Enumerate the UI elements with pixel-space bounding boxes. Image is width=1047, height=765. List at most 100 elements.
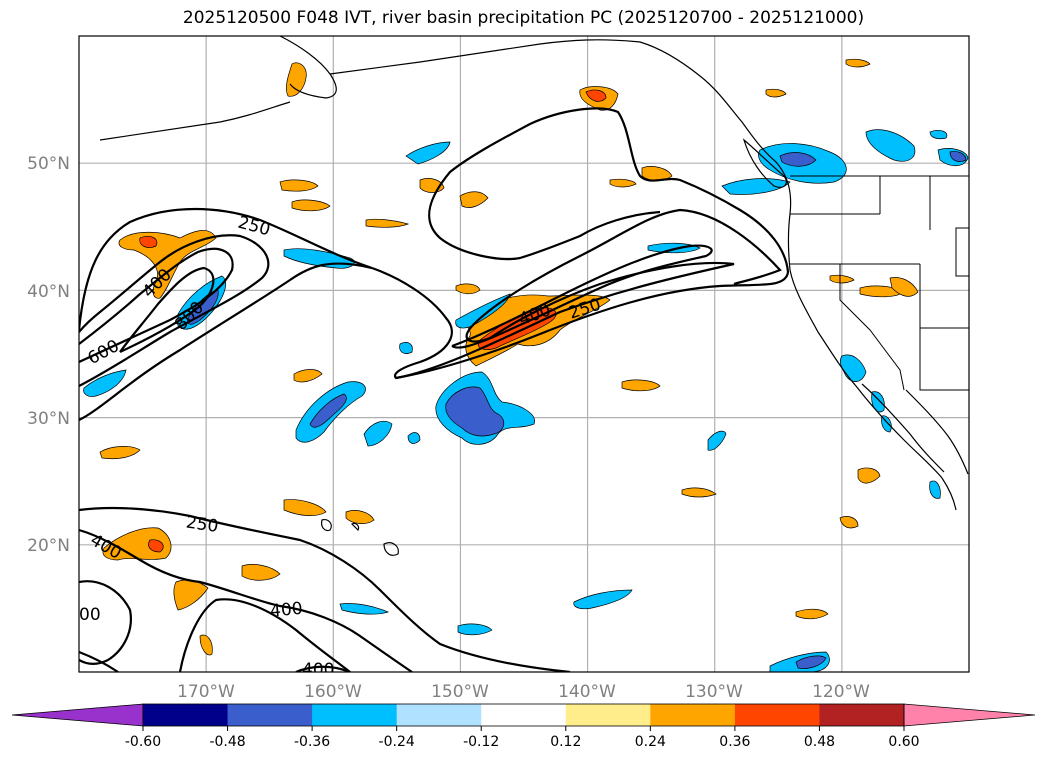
state-border (790, 176, 969, 391)
ivt-contour-250 (79, 506, 571, 672)
colorbar-tick-label: -0.48 (209, 734, 245, 750)
lon-label-120w: 120°W (812, 682, 870, 702)
precip-negative-area (949, 151, 967, 162)
baja-peninsula (861, 383, 945, 473)
map-frame (78, 35, 970, 673)
precip-negative-area (339, 603, 389, 615)
page-title: 2025120500 F048 IVT, river basin precipi… (182, 8, 865, 28)
mexico-mainland-coast (905, 389, 969, 475)
colorbar-frame (142, 703, 905, 727)
lat-label-20n: 20°N (27, 536, 70, 556)
precip-positive-area (102, 527, 172, 561)
precip-negative-area (779, 152, 817, 167)
precip-negative-area (929, 480, 941, 499)
colorbar-segment (396, 704, 482, 726)
lon-label-150w: 150°W (431, 682, 489, 702)
longitude-labels: 170°W 160°W 150°W 140°W 130°W 120°W (177, 682, 870, 702)
precip-negative-area (457, 623, 493, 636)
precip-positive-area (681, 487, 717, 498)
precip-negative-area (865, 129, 916, 162)
aleutian-islands (99, 101, 291, 141)
colorbar-tick-label: -0.24 (379, 734, 415, 750)
colorbar-segment (143, 704, 229, 726)
precip-positive-area (199, 634, 213, 656)
ivt-contour-250 (79, 207, 373, 421)
colorbar-segment (227, 704, 313, 726)
country-state-borders (790, 175, 969, 391)
colorbar-tick-label: 0.12 (550, 734, 581, 750)
precip-negative-area (309, 393, 347, 428)
colorbar-tick-label: -0.12 (463, 734, 499, 750)
colorbar-extend-low (11, 703, 144, 727)
latitude-labels: 50°N 40°N 30°N 20°N (27, 154, 70, 556)
precip-negative-area (399, 342, 413, 354)
precip-positive-area (459, 191, 489, 208)
contour-label: 400 (302, 660, 334, 680)
precip-positive-area (283, 499, 327, 516)
precip-positive-area (293, 369, 323, 383)
ivt-contour-400 (79, 234, 270, 387)
colorbar-tick-label: 0.48 (804, 734, 835, 750)
precip-positive-area (839, 516, 859, 529)
colorbar-segment (565, 704, 651, 726)
precip-positive-area (286, 62, 307, 97)
colorbar-segment (819, 704, 905, 726)
precip-negative-area (455, 293, 511, 329)
colorbar-segment (481, 704, 567, 726)
colorbar-segment (312, 704, 398, 726)
precip-positive-area (845, 58, 871, 68)
precip-negative-area (573, 589, 633, 610)
state-border (929, 176, 969, 277)
colorbar-segment (734, 704, 820, 726)
ivt-contour-250 (371, 208, 782, 380)
lon-label-140w: 140°W (558, 682, 616, 702)
ivt-contour-400 (178, 598, 351, 672)
lat-label-30n: 30°N (27, 409, 70, 429)
precip-positive-area (829, 274, 855, 284)
lat-label-50n: 50°N (27, 154, 70, 174)
precip-positive-area (585, 89, 607, 102)
precip-negative-area (405, 141, 451, 165)
ivt-contour-400 (79, 650, 119, 672)
precip-positive-area (365, 218, 410, 228)
ivt-contour-400 (79, 528, 413, 672)
precip-positive-area (621, 379, 661, 392)
lon-label-160w: 160°W (304, 682, 362, 702)
colorbar-tick-label: 0.60 (888, 734, 919, 750)
precip-positive-area (641, 166, 673, 181)
ivt-contours (79, 107, 790, 672)
precip-negative-area (707, 430, 727, 451)
precip-positive-area (139, 236, 158, 248)
precip-negative-area (795, 655, 827, 669)
precip-positive-area (99, 446, 141, 460)
precip-positive-area (279, 179, 319, 192)
precip-positive-area (291, 199, 331, 212)
precip-positive-area (609, 178, 637, 188)
precip-positive-area (765, 88, 787, 98)
lat-label-40n: 40°N (27, 282, 70, 302)
colorbar: -0.60 -0.48 -0.36 -0.24 -0.12 0.12 0.24 0.36 0.4… (11, 703, 1036, 750)
precip-positive-area (795, 608, 829, 620)
gulf-of-alaska-coast (329, 39, 957, 511)
precip-positive-area (118, 230, 217, 299)
precip-positive-area (345, 510, 375, 524)
ivt-contour-800 (119, 266, 215, 353)
precip-negative-area (721, 178, 791, 195)
colorbar-extend-high (903, 703, 1036, 727)
precip-positive-area (241, 564, 281, 581)
precip-positive-area (455, 283, 481, 295)
map-panel (79, 36, 969, 672)
precip-negative-area (363, 420, 393, 447)
hawaii-islands (321, 519, 399, 556)
alaska-coast (279, 36, 337, 99)
contour-label: 400 (269, 599, 303, 622)
precip-negative-area (407, 432, 421, 444)
precip-negative-area (929, 130, 948, 140)
contour-label: 250 (185, 513, 220, 537)
colorbar-tick-label: 0.36 (719, 734, 750, 750)
ivt-contour-400 (295, 665, 351, 672)
precip-negative-area (445, 386, 505, 437)
precip-negative-area (187, 289, 219, 325)
colorbar-tick-label: -0.36 (294, 734, 330, 750)
